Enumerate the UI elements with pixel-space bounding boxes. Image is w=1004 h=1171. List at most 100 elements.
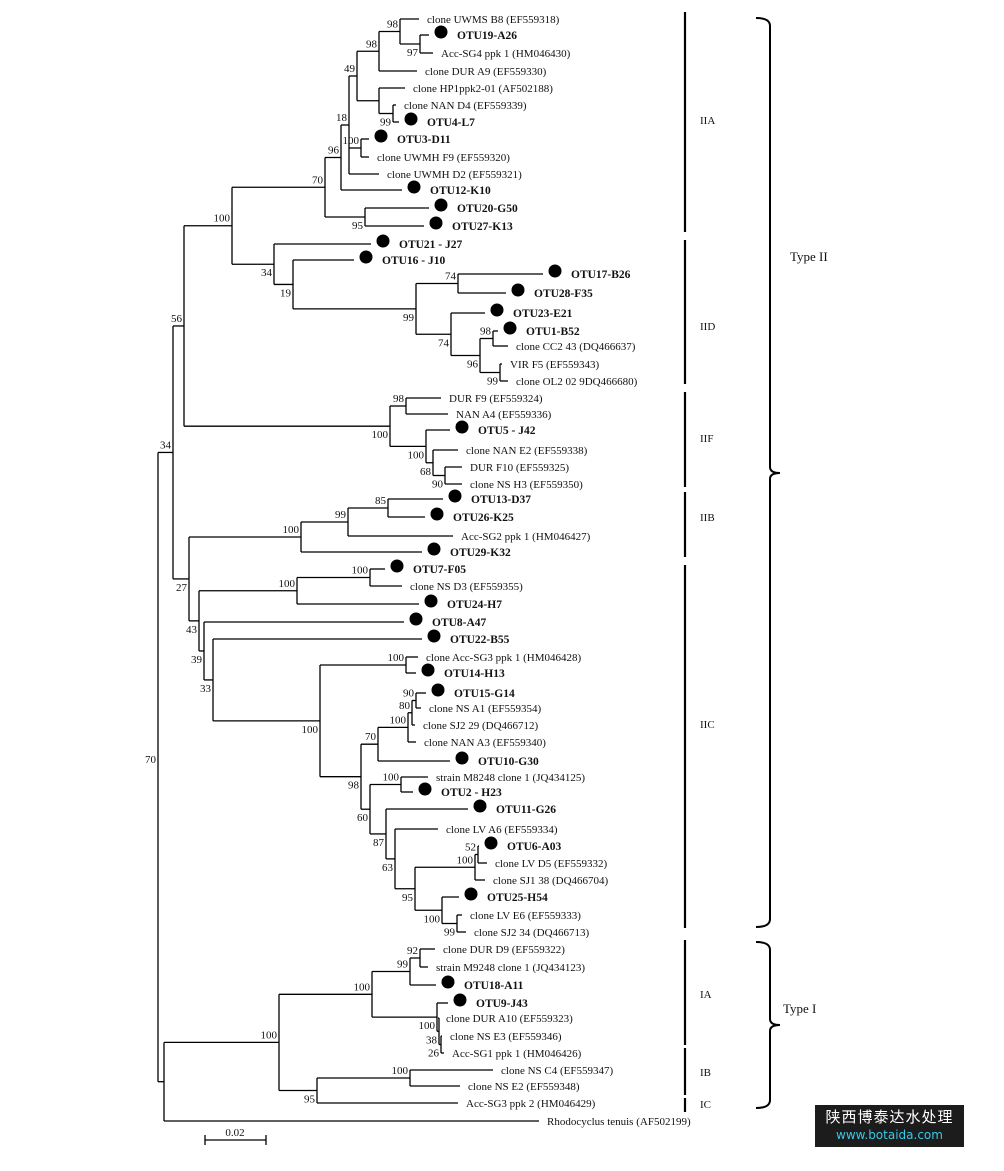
leaf-label-otu: OTU3-D11 xyxy=(397,134,451,146)
leaf-label: clone OL2 02 9DQ466680) xyxy=(516,376,638,388)
bootstrap-value: 99 xyxy=(335,509,347,521)
otu-marker-icon xyxy=(548,264,562,278)
bootstrap-value: 80 xyxy=(399,700,411,712)
bootstrap-value: 100 xyxy=(261,1029,278,1041)
leaf-label: clone CC2 43 (DQ466637) xyxy=(516,341,636,353)
clade-label: IIB xyxy=(700,512,715,524)
leaf-label: DUR F9 (EF559324) xyxy=(449,393,543,405)
bootstrap-value: 99 xyxy=(487,376,499,388)
bootstrap-value: 68 xyxy=(420,466,432,478)
clade-label: IIA xyxy=(700,115,715,127)
bootstrap-value: 19 xyxy=(280,287,292,299)
leaf-label-otu: OTU27-K13 xyxy=(452,221,513,233)
bootstrap-value: 74 xyxy=(445,271,457,283)
leaf-label: strain M8248 clone 1 (JQ434125) xyxy=(436,772,585,784)
leaf-label-otu: OTU6-A03 xyxy=(507,841,562,853)
bootstrap-value: 100 xyxy=(354,981,371,993)
leaf-label: Acc-SG3 ppk 2 (HM046429) xyxy=(466,1098,596,1110)
leaf-label: clone SJ1 38 (DQ466704) xyxy=(493,875,609,887)
bootstrap-value: 99 xyxy=(444,927,456,939)
group-label-type-ii: Type II xyxy=(790,249,828,264)
leaf-label: clone HP1ppk2-01 (AF502188) xyxy=(413,83,553,95)
otu-marker-icon xyxy=(453,993,467,1007)
leaf-label-otu: OTU4-L7 xyxy=(427,117,475,129)
otu-marker-icon xyxy=(455,420,469,434)
watermark: 陕西博泰达水处理 www.botaida.com xyxy=(815,1105,964,1147)
leaf-label-otu: OTU18-A11 xyxy=(464,980,524,992)
bootstrap-value: 70 xyxy=(365,731,377,743)
leaf-label-otu: OTU29-K32 xyxy=(450,547,511,559)
bootstrap-value: 95 xyxy=(352,220,364,232)
bootstrap-value: 100 xyxy=(214,213,231,225)
bootstrap-value: 18 xyxy=(336,112,348,124)
otu-marker-icon xyxy=(427,629,441,643)
leaf-label-otu: OTU7-F05 xyxy=(413,564,466,576)
watermark-url: www.botaida.com xyxy=(836,1128,943,1142)
otu-marker-icon xyxy=(434,198,448,212)
otu-marker-icon xyxy=(390,559,404,573)
bootstrap-value: 74 xyxy=(438,337,450,349)
bootstrap-value: 70 xyxy=(145,754,157,766)
bootstrap-value: 100 xyxy=(408,449,425,461)
otu-marker-icon xyxy=(503,321,517,335)
otu-marker-icon xyxy=(448,489,462,503)
clade-label: IB xyxy=(700,1067,711,1079)
leaf-label-otu: OTU26-K25 xyxy=(453,512,514,524)
clade-label: IC xyxy=(700,1099,711,1111)
leaf-label: clone NAN E2 (EF559338) xyxy=(466,445,588,457)
bootstrap-value: 85 xyxy=(375,495,387,507)
leaf-label: clone NS E2 (EF559348) xyxy=(468,1081,580,1093)
type-i-bracket xyxy=(755,941,781,1109)
otu-marker-icon xyxy=(473,799,487,813)
type-ii-bracket xyxy=(755,17,781,928)
clade-label: IA xyxy=(700,989,712,1001)
leaf-label-otu: OTU15-G14 xyxy=(454,688,515,700)
bootstrap-value: 70 xyxy=(312,174,324,186)
bootstrap-value: 63 xyxy=(382,862,394,874)
watermark-chinese: 陕西博泰达水处理 xyxy=(825,1108,954,1126)
bootstrap-value: 90 xyxy=(432,479,444,491)
bootstrap-value: 38 xyxy=(426,1034,438,1046)
leaf-label: clone UWMH F9 (EF559320) xyxy=(377,152,510,164)
leaf-label: clone LV D5 (EF559332) xyxy=(495,858,607,870)
bootstrap-value: 98 xyxy=(480,326,492,338)
otu-marker-icon xyxy=(424,594,438,608)
bootstrap-value: 26 xyxy=(428,1048,440,1060)
leaf-label: clone UWMH D2 (EF559321) xyxy=(387,169,522,181)
bootstrap-value: 100 xyxy=(457,854,474,866)
bootstrap-value: 97 xyxy=(407,47,419,59)
bootstrap-value: 99 xyxy=(403,312,415,324)
leaf-label-otu: OTU14-H13 xyxy=(444,668,505,680)
bootstrap-value: 60 xyxy=(357,812,369,824)
bootstrap-value: 100 xyxy=(424,913,441,925)
leaf-label-otu: OTU21 - J27 xyxy=(399,239,463,251)
bootstrap-value: 100 xyxy=(388,652,405,664)
bootstrap-value: 95 xyxy=(402,892,414,904)
group-label-type-i: Type I xyxy=(783,1001,816,1016)
otu-marker-icon xyxy=(418,782,432,796)
bootstrap-value: 100 xyxy=(419,1020,436,1032)
leaf-label: clone NAN A3 (EF559340) xyxy=(424,737,546,749)
otu-marker-icon xyxy=(511,283,525,297)
leaf-label: clone DUR A9 (EF559330) xyxy=(425,66,547,78)
otu-marker-icon xyxy=(464,887,478,901)
otu-marker-icon xyxy=(376,234,390,248)
leaf-label-otu: OTU8-A47 xyxy=(432,617,487,629)
leaf-label-otu: OTU9-J43 xyxy=(476,998,528,1010)
otu-marker-icon xyxy=(427,542,441,556)
bootstrap-value: 100 xyxy=(352,565,369,577)
otu-marker-icon xyxy=(374,129,388,143)
bootstrap-value: 95 xyxy=(304,1094,316,1106)
otu-marker-icon xyxy=(455,751,469,765)
otu-marker-icon xyxy=(407,180,421,194)
leaf-label-otu: OTU12-K10 xyxy=(430,185,491,197)
leaf-label-otu: OTU25-H54 xyxy=(487,892,548,904)
bootstrap-value: 100 xyxy=(383,772,400,784)
leaf-label-otu: OTU20-G50 xyxy=(457,203,518,215)
leaf-label: clone UWMS B8 (EF559318) xyxy=(427,14,560,26)
bootstrap-value: 98 xyxy=(393,393,405,405)
leaf-label: NAN A4 (EF559336) xyxy=(456,409,552,421)
bootstrap-value: 99 xyxy=(380,117,392,129)
leaf-label: clone NS C4 (EF559347) xyxy=(501,1065,613,1077)
otu-marker-icon xyxy=(490,303,504,317)
